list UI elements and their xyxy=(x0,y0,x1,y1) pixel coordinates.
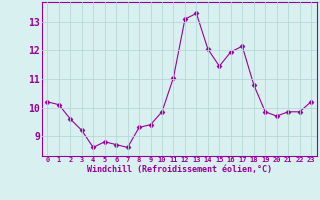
X-axis label: Windchill (Refroidissement éolien,°C): Windchill (Refroidissement éolien,°C) xyxy=(87,165,272,174)
